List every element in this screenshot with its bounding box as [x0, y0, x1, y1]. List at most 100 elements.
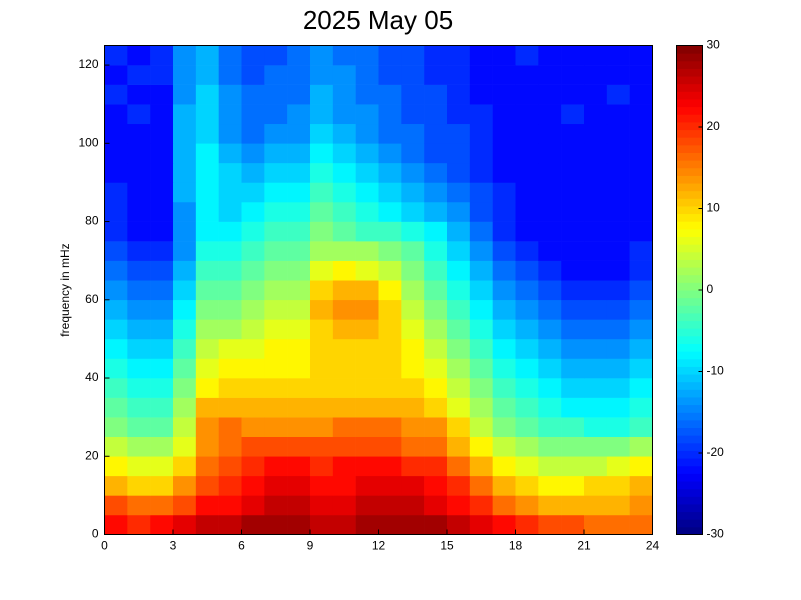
heatmap-cell — [310, 65, 334, 85]
heatmap-cell — [606, 260, 630, 281]
heatmap-cell — [310, 436, 334, 457]
heatmap-cell — [515, 65, 539, 85]
heatmap-cell — [287, 162, 311, 183]
heatmap-cell — [127, 417, 151, 437]
heatmap-cell — [584, 358, 608, 379]
heatmap-cell — [492, 475, 516, 496]
heatmap-cell — [264, 495, 288, 516]
heatmap-cell — [606, 397, 630, 418]
heatmap-cell — [195, 319, 219, 340]
colorbar-tick-label: 0 — [707, 282, 714, 296]
heatmap-cell — [310, 319, 334, 340]
heatmap-cell — [469, 241, 493, 261]
heatmap-cell — [492, 299, 516, 320]
colorbar-swatch — [676, 183, 703, 192]
heatmap-cell — [538, 280, 562, 301]
heatmap-cell — [424, 84, 448, 105]
heatmap-cell — [447, 417, 471, 437]
heatmap-cell — [104, 280, 128, 301]
heatmap-cell — [401, 280, 425, 301]
colorbar-swatch — [676, 267, 703, 276]
heatmap-cell — [355, 45, 379, 66]
heatmap-cell — [378, 319, 402, 340]
heatmap-cell — [332, 104, 356, 125]
heatmap-cell — [606, 182, 630, 203]
heatmap-cell — [332, 514, 356, 535]
heatmap-cell — [424, 104, 448, 125]
heatmap-cell — [629, 84, 653, 105]
heatmap-cell — [515, 514, 539, 535]
heatmap-cell — [515, 162, 539, 183]
heatmap-cell — [264, 378, 288, 398]
heatmap-cell — [606, 280, 630, 301]
y-tick-label: 60 — [85, 292, 99, 306]
heatmap-cell — [378, 378, 402, 398]
heatmap-cell — [447, 299, 471, 320]
heatmap-cell — [241, 436, 265, 457]
heatmap-cell — [561, 45, 585, 66]
colorbar-swatch — [676, 519, 703, 528]
heatmap-cell — [104, 241, 128, 261]
heatmap-cell — [629, 456, 653, 477]
heatmap-cell — [355, 456, 379, 477]
colorbar-swatch — [676, 335, 703, 344]
heatmap-cell — [150, 260, 174, 281]
heatmap-cell — [173, 495, 197, 516]
colorbar — [676, 45, 703, 535]
heatmap-cell — [355, 475, 379, 496]
heatmap-cell — [538, 241, 562, 261]
heatmap-cell — [195, 260, 219, 281]
heatmap-cell — [378, 123, 402, 144]
heatmap-cell — [173, 280, 197, 301]
heatmap-cell — [104, 299, 128, 320]
heatmap-cell — [173, 475, 197, 496]
heatmap-cell — [310, 201, 334, 222]
heatmap-cell — [401, 397, 425, 418]
heatmap-cell — [584, 436, 608, 457]
heatmap-cell — [469, 495, 493, 516]
heatmap-cell — [447, 475, 471, 496]
heatmap-cell — [127, 436, 151, 457]
heatmap-cell — [606, 338, 630, 359]
heatmap-cell — [401, 45, 425, 66]
heatmap-cell — [378, 182, 402, 203]
colorbar-swatch — [676, 144, 703, 153]
heatmap-cell — [424, 280, 448, 301]
heatmap-cell — [401, 241, 425, 261]
heatmap-cell — [606, 299, 630, 320]
heatmap-cell — [287, 417, 311, 437]
heatmap-cell — [629, 45, 653, 66]
heatmap-cell — [218, 65, 242, 85]
heatmap-cell — [378, 84, 402, 105]
heatmap-cell — [538, 514, 562, 535]
heatmap-cell — [173, 514, 197, 535]
heatmap-cell — [127, 514, 151, 535]
heatmap-cell — [515, 495, 539, 516]
heatmap-cell — [561, 65, 585, 85]
heatmap-cell — [561, 260, 585, 281]
heatmap-cell — [469, 319, 493, 340]
heatmap-cell — [104, 104, 128, 125]
heatmap-cell — [332, 143, 356, 164]
heatmap-cell — [538, 338, 562, 359]
heatmap-cell — [606, 123, 630, 144]
heatmap-cell — [378, 221, 402, 242]
colorbar-tick-label: 20 — [707, 119, 721, 133]
heatmap-cell — [195, 358, 219, 379]
heatmap-cell — [150, 65, 174, 85]
heatmap-cell — [561, 162, 585, 183]
heatmap-cell — [538, 84, 562, 105]
heatmap-cell — [538, 104, 562, 125]
heatmap-cell — [241, 201, 265, 222]
heatmap-cell — [538, 143, 562, 164]
heatmap-cell — [515, 338, 539, 359]
heatmap-cell — [310, 358, 334, 379]
heatmap-cell — [310, 260, 334, 281]
heatmap-cell — [150, 221, 174, 242]
colorbar-swatch — [676, 236, 703, 245]
heatmap-cell — [447, 221, 471, 242]
colorbar-swatch — [676, 412, 703, 421]
heatmap-cell — [310, 45, 334, 66]
heatmap-cell — [264, 280, 288, 301]
heatmap-cell — [104, 221, 128, 242]
